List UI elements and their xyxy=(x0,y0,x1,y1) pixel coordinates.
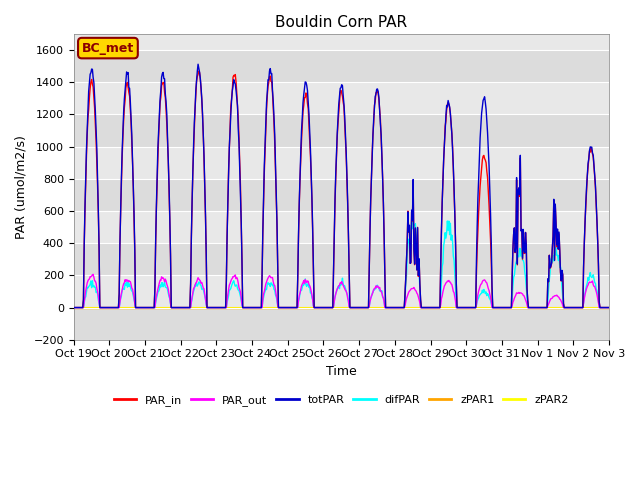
Bar xyxy=(74,211,609,243)
Legend: PAR_in, PAR_out, totPAR, difPAR, zPAR1, zPAR2: PAR_in, PAR_out, totPAR, difPAR, zPAR1, … xyxy=(109,391,573,411)
Bar xyxy=(74,276,609,308)
Bar xyxy=(74,50,609,82)
Bar xyxy=(74,243,609,276)
Bar xyxy=(74,114,609,146)
X-axis label: Time: Time xyxy=(326,365,356,378)
Bar xyxy=(74,179,609,211)
Title: Bouldin Corn PAR: Bouldin Corn PAR xyxy=(275,15,408,30)
Y-axis label: PAR (umol/m2/s): PAR (umol/m2/s) xyxy=(15,135,28,239)
Text: BC_met: BC_met xyxy=(82,42,134,55)
Bar xyxy=(74,308,609,340)
Bar xyxy=(74,146,609,179)
Bar xyxy=(74,82,609,114)
